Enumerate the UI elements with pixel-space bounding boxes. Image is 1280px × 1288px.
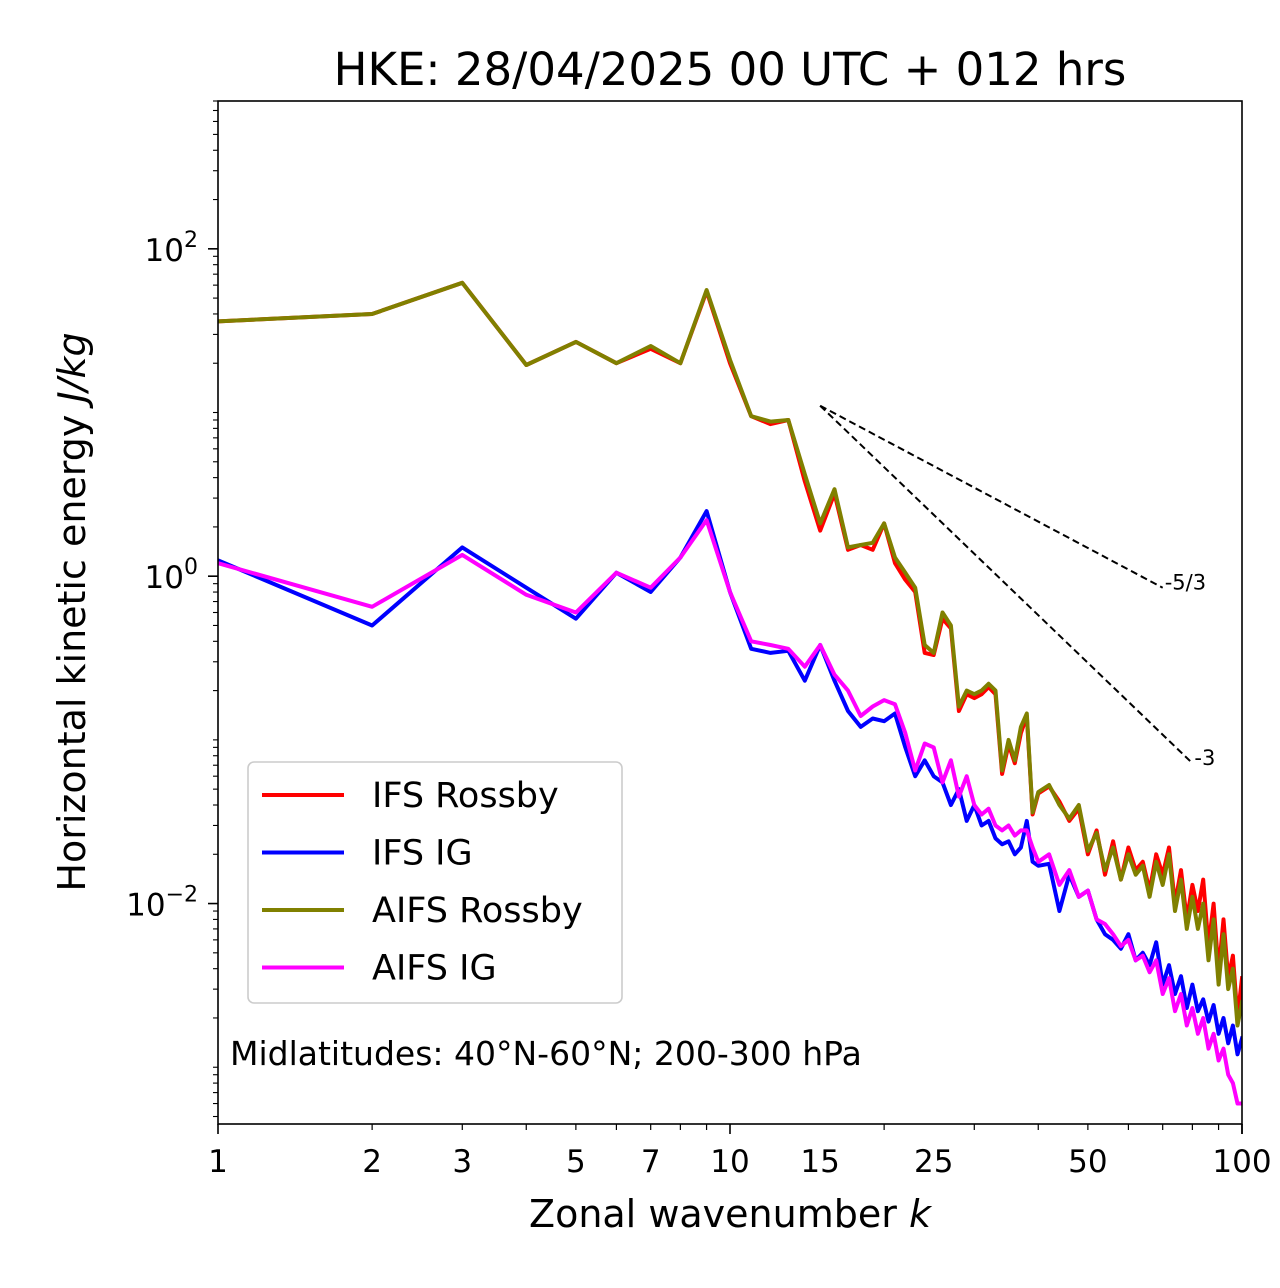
reference-slope-label-1: -3: [1194, 746, 1215, 770]
reference-slope-line-0: [819, 404, 1164, 589]
y-axis-label-text: Horizontal kinetic energy: [50, 415, 94, 892]
legend: IFS Rossby IFS IG AIFS Rossby AIFS IG: [247, 761, 623, 1004]
x-tick-label: 1: [208, 1144, 228, 1180]
x-tick-label: 10: [710, 1144, 749, 1180]
legend-label-1: IFS IG: [372, 834, 473, 874]
y-axis-label-unit: J/kg: [50, 332, 94, 409]
legend-label-3: AIFS IG: [372, 949, 497, 989]
legend-label-0: IFS Rossby: [372, 776, 559, 816]
y-tick-label: 100: [145, 555, 198, 596]
y-axis-label: Horizontal kinetic energy J/kg: [50, 332, 94, 891]
series-line-3: [218, 518, 1242, 1106]
chart-title: HKE: 28/04/2025 00 UTC + 012 hrs: [334, 43, 1127, 96]
x-tick-label: 25: [914, 1144, 953, 1180]
y-tick-label: 10−2: [126, 883, 198, 924]
x-tick-label: 100: [1212, 1144, 1271, 1180]
x-tick-label: 15: [800, 1144, 839, 1180]
x-axis-label-text: Zonal wavenumber: [529, 1192, 897, 1236]
x-tick-label: 2: [362, 1144, 382, 1180]
legend-box: [247, 761, 623, 1004]
reference-slopes: -5/3 -3: [819, 404, 1215, 770]
x-axis: 1 2 3 5 7 10 15 25 50 100: [208, 1124, 1272, 1180]
series-line-2: [218, 280, 1242, 1028]
region-annotation: Midlatitudes: 40°N-60°N; 200-300 hPa: [230, 1034, 862, 1073]
y-tick-label: 102: [145, 228, 198, 269]
series-line-1: [218, 509, 1242, 1057]
x-tick-label: 5: [566, 1144, 586, 1180]
y-axis: 10−2 100 102: [126, 100, 218, 1118]
reference-slope-line-1: [819, 405, 1194, 764]
x-tick-label: 50: [1068, 1144, 1107, 1180]
x-tick-label: 7: [641, 1144, 661, 1180]
reference-slope-label-0: -5/3: [1165, 571, 1206, 595]
x-axis-label: Zonal wavenumber k: [529, 1192, 933, 1236]
x-axis-label-variable: k: [909, 1192, 933, 1236]
legend-label-2: AIFS Rossby: [372, 891, 583, 931]
series-layer: [218, 280, 1242, 1106]
x-tick-label: 3: [452, 1144, 472, 1180]
